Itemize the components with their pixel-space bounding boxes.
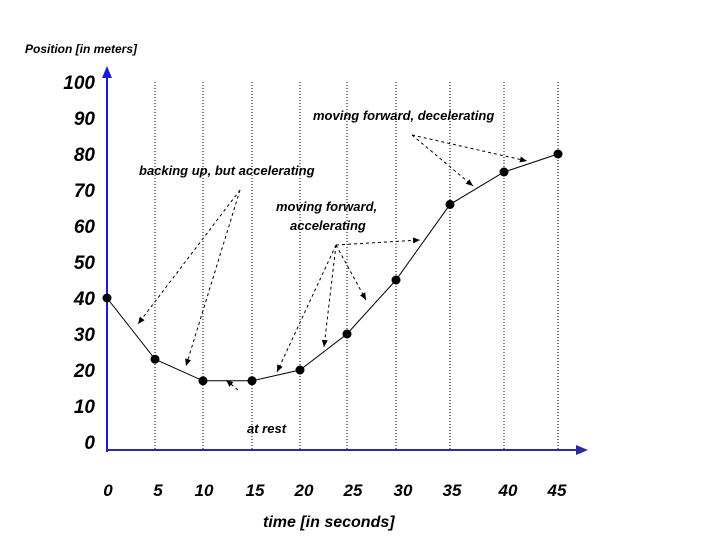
x-tick-labels: 0 5 10 15 20 25 30 35 40 45 bbox=[103, 481, 567, 500]
y-tick-labels: 0 10 20 30 40 50 60 70 80 90 100 bbox=[63, 73, 95, 454]
arrowhead bbox=[360, 292, 366, 300]
arrowhead bbox=[277, 364, 283, 372]
annotation-arrows bbox=[137, 134, 528, 391]
data-point bbox=[247, 376, 257, 386]
arrowhead bbox=[412, 237, 420, 244]
annotation-arrow bbox=[335, 239, 421, 246]
annotation-moving-forward-decel: moving forward, decelerating bbox=[313, 108, 494, 123]
annotation-arrow bbox=[335, 244, 367, 301]
y-tick-label: 20 bbox=[73, 361, 96, 382]
annotation-arrow bbox=[323, 244, 337, 348]
arrowhead bbox=[226, 380, 234, 387]
data-point bbox=[342, 329, 352, 339]
annotation-moving-forward-accel-1: moving forward, bbox=[276, 199, 377, 214]
y-axis-label: Position [in meters] bbox=[25, 42, 138, 56]
series-line bbox=[106, 153, 559, 382]
y-tick-label: 60 bbox=[74, 217, 96, 238]
x-tick-label: 35 bbox=[443, 481, 462, 500]
x-tick-label: 30 bbox=[394, 481, 413, 500]
data-point bbox=[391, 275, 401, 285]
y-tick-label: 90 bbox=[74, 109, 96, 130]
y-tick-label: 70 bbox=[74, 181, 96, 202]
x-axis-arrowhead bbox=[576, 445, 588, 455]
annotation-arrow bbox=[411, 134, 528, 162]
y-tick-label: 80 bbox=[74, 145, 96, 166]
y-tick-label: 10 bbox=[74, 397, 96, 418]
arrowhead bbox=[138, 316, 145, 324]
annotation-arrow bbox=[185, 189, 241, 367]
annotation-at-rest: at rest bbox=[247, 421, 287, 436]
data-point bbox=[445, 199, 455, 209]
y-tick-label: 50 bbox=[74, 253, 96, 274]
data-point bbox=[198, 376, 208, 386]
gridlines bbox=[154, 82, 559, 450]
annotation-moving-forward-accel-2: accelerating bbox=[290, 218, 366, 233]
data-point bbox=[150, 354, 160, 364]
x-tick-label: 10 bbox=[195, 481, 214, 500]
arrowhead bbox=[321, 339, 328, 347]
data-point bbox=[553, 149, 563, 159]
y-tick-label: 40 bbox=[73, 289, 96, 310]
data-point bbox=[295, 365, 305, 375]
annotation-arrow bbox=[137, 189, 241, 325]
x-tick-label: 45 bbox=[547, 481, 567, 500]
y-tick-label: 30 bbox=[74, 325, 96, 346]
y-tick-label: 0 bbox=[84, 433, 95, 454]
arrowhead bbox=[519, 156, 527, 163]
x-tick-label: 15 bbox=[246, 481, 265, 500]
data-point bbox=[499, 167, 509, 177]
x-tick-label: 40 bbox=[498, 481, 518, 500]
data-points bbox=[102, 149, 563, 386]
arrowhead bbox=[185, 358, 191, 366]
arrowhead bbox=[465, 179, 473, 186]
annotation-arrow bbox=[276, 244, 337, 373]
x-tick-label: 20 bbox=[294, 481, 314, 500]
annotation-backing-up: backing up, but accelerating bbox=[139, 163, 315, 178]
data-point bbox=[102, 293, 112, 303]
annotation-arrow bbox=[411, 134, 474, 187]
y-tick-label: 100 bbox=[63, 73, 95, 94]
y-axis-arrowhead bbox=[102, 66, 112, 78]
x-axis-label: time [in seconds] bbox=[263, 514, 395, 531]
x-tick-label: 0 bbox=[103, 481, 113, 500]
x-tick-label: 25 bbox=[343, 481, 363, 500]
x-tick-label: 5 bbox=[153, 481, 163, 500]
